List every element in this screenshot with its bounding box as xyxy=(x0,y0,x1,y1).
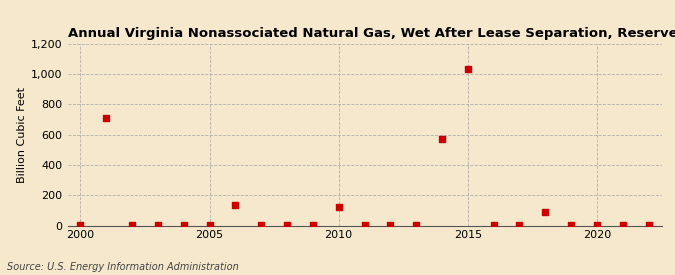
Text: Annual Virginia Nonassociated Natural Gas, Wet After Lease Separation, Reserves : Annual Virginia Nonassociated Natural Ga… xyxy=(68,27,675,40)
Y-axis label: Billion Cubic Feet: Billion Cubic Feet xyxy=(17,87,27,183)
Point xyxy=(204,223,215,227)
Point xyxy=(153,223,163,227)
Point xyxy=(540,210,551,214)
Point xyxy=(256,222,267,227)
Point xyxy=(488,223,499,227)
Point xyxy=(514,223,525,227)
Point xyxy=(127,223,138,227)
Point xyxy=(230,203,241,207)
Point xyxy=(281,223,292,227)
Point xyxy=(591,223,602,227)
Text: Source: U.S. Energy Information Administration: Source: U.S. Energy Information Administ… xyxy=(7,262,238,272)
Point xyxy=(385,223,396,227)
Point xyxy=(437,137,448,141)
Point xyxy=(178,223,189,227)
Point xyxy=(618,223,628,227)
Point xyxy=(566,222,576,227)
Point xyxy=(643,223,654,227)
Point xyxy=(359,223,370,227)
Point xyxy=(101,116,111,120)
Point xyxy=(75,222,86,227)
Point xyxy=(462,67,473,71)
Point xyxy=(307,223,318,227)
Point xyxy=(333,205,344,210)
Point xyxy=(411,223,422,227)
